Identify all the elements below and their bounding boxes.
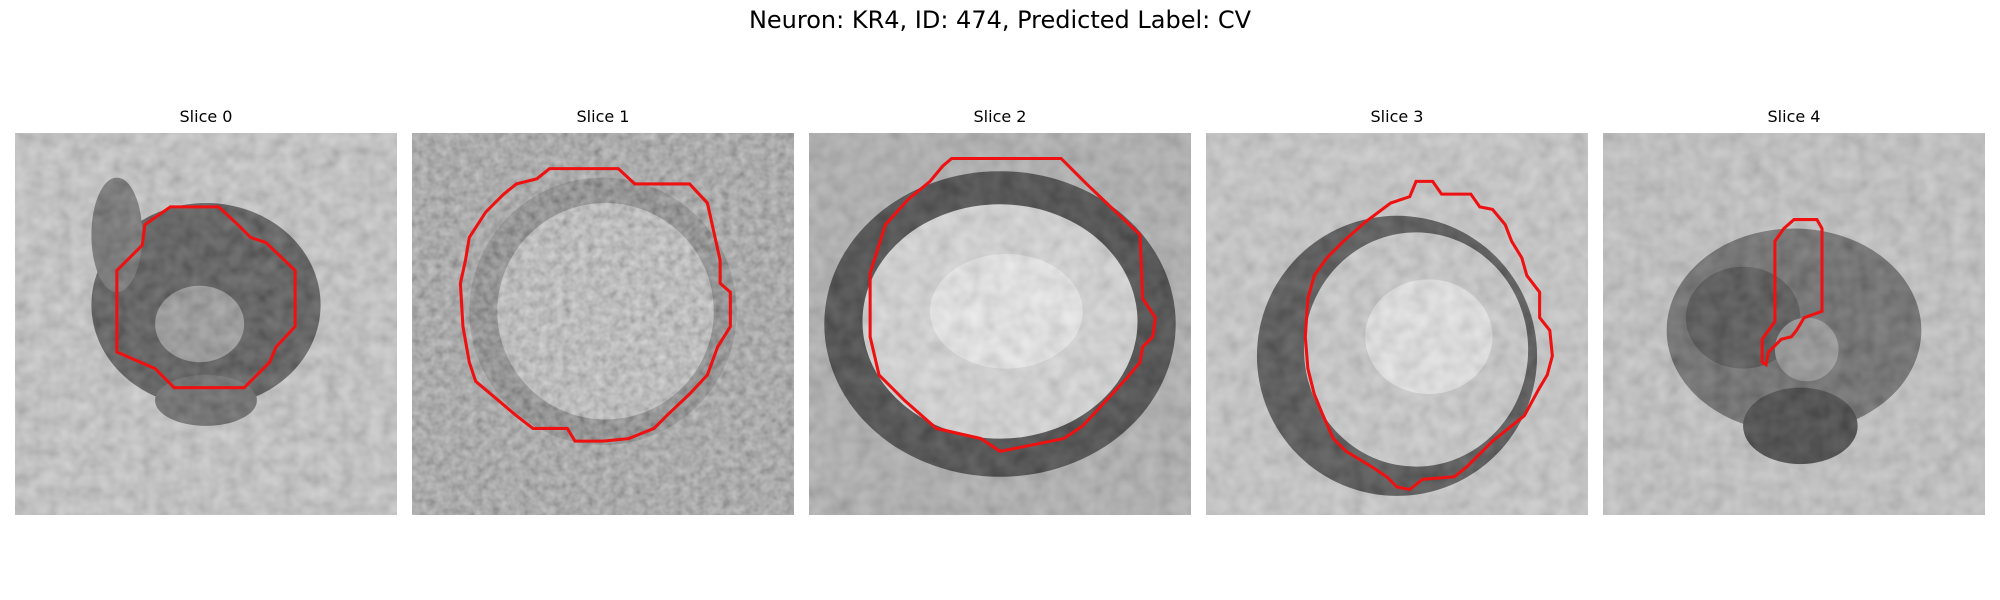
noise-texture	[809, 133, 1191, 515]
figure-title: Neuron: KR4, ID: 474, Predicted Label: C…	[748, 6, 1252, 34]
slice-image	[15, 133, 397, 515]
slice-title: Slice 0	[179, 107, 233, 126]
slice-panel-1: Slice 1	[412, 105, 794, 515]
slice-title: Slice 1	[576, 107, 630, 126]
slice-image	[809, 133, 1191, 515]
noise-texture	[15, 133, 397, 515]
segmentation-contour	[1760, 218, 1824, 368]
slice-panel-0: Slice 0	[15, 105, 397, 515]
slice-title: Slice 3	[1370, 107, 1424, 126]
slice-image	[1603, 133, 1985, 515]
slice-title: Slice 2	[973, 107, 1027, 126]
segmentation-contour	[868, 156, 1157, 453]
slice-panel-4: Slice 4	[1603, 105, 1985, 515]
segmentation-contour	[1303, 179, 1554, 492]
slice-panel-2: Slice 2	[809, 105, 1191, 515]
slice-title: Slice 4	[1767, 107, 1821, 126]
slice-image	[1206, 133, 1588, 515]
noise-texture	[1206, 133, 1588, 515]
noise-texture	[1603, 133, 1985, 515]
slice-image	[412, 133, 794, 515]
segmentation-contour	[458, 167, 732, 443]
segmentation-contour	[115, 205, 297, 390]
noise-texture	[412, 133, 794, 515]
slice-panel-3: Slice 3	[1206, 105, 1588, 515]
